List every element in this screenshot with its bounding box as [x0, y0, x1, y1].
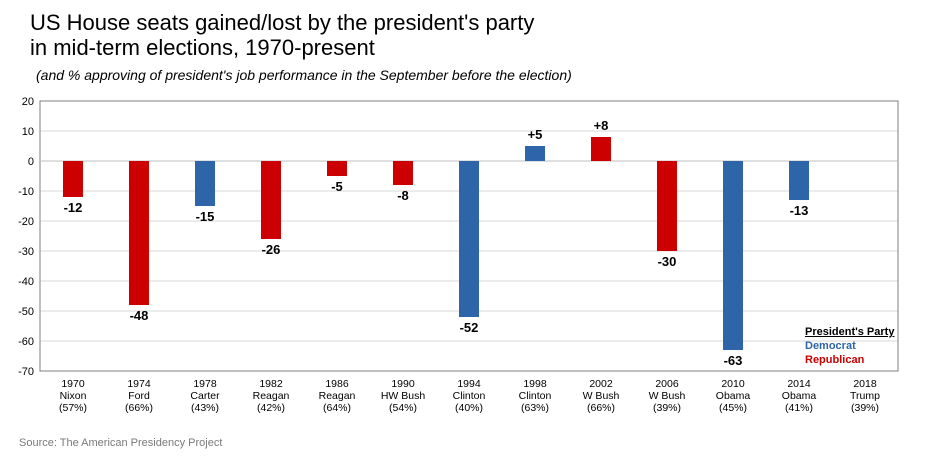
x-label-president: W Bush [583, 390, 620, 402]
y-tick-label: 10 [22, 126, 34, 138]
x-label-president: Nixon [60, 390, 87, 402]
data-label-1986: -5 [331, 179, 343, 194]
data-label-2002: +8 [594, 118, 609, 133]
y-tick-label: -40 [18, 276, 34, 288]
x-label-approval: (42%) [257, 402, 285, 414]
x-label-year: 1986 [325, 378, 349, 390]
data-label-1974: -48 [130, 308, 149, 323]
x-label-president: W Bush [649, 390, 686, 402]
x-label-year: 1970 [61, 378, 85, 390]
x-label-approval: (63%) [521, 402, 549, 414]
plot-border [39, 100, 899, 372]
y-tick-label: -50 [18, 306, 34, 318]
x-label-president: Clinton [519, 390, 552, 402]
x-label-year: 2002 [589, 378, 613, 390]
bar-1986 [327, 161, 347, 176]
title-line-1: US House seats gained/lost by the presid… [30, 10, 535, 35]
x-label-approval: (40%) [455, 402, 483, 414]
x-label-year: 2010 [721, 378, 745, 390]
x-label-president: HW Bush [381, 390, 426, 402]
x-label-approval: (66%) [587, 402, 615, 414]
x-label-year: 1998 [523, 378, 547, 390]
bar-2006 [657, 161, 677, 251]
x-label-president: Clinton [453, 390, 486, 402]
x-label-approval: (43%) [191, 402, 219, 414]
x-label-president: Reagan [319, 390, 356, 402]
x-label-president: Ford [128, 390, 150, 402]
data-label-2006: -30 [658, 254, 677, 269]
bar-2002 [591, 137, 611, 161]
bar-1970 [63, 161, 83, 197]
data-label-1970: -12 [64, 200, 83, 215]
x-label-president: Carter [190, 390, 220, 402]
bar-1994 [459, 161, 479, 317]
x-label-president: Trump [850, 390, 880, 402]
data-label-2010: -63 [724, 353, 743, 368]
x-label-year: 1990 [391, 378, 415, 390]
bar-1982 [261, 161, 281, 239]
x-label-year: 1974 [127, 378, 151, 390]
x-label-year: 2018 [853, 378, 877, 390]
legend-item-republican: Republican [805, 354, 865, 366]
bar-2014 [789, 161, 809, 200]
x-label-year: 1978 [193, 378, 217, 390]
y-tick-label: -20 [18, 216, 34, 228]
x-label-year: 1982 [259, 378, 283, 390]
x-label-approval: (41%) [785, 402, 813, 414]
y-tick-label: 20 [22, 96, 34, 108]
legend-item-democrat: Democrat [805, 340, 856, 352]
bar-1990 [393, 161, 413, 185]
y-tick-label: -10 [18, 186, 34, 198]
x-label-approval: (45%) [719, 402, 747, 414]
bar-1998 [525, 146, 545, 161]
y-tick-label: -60 [18, 336, 34, 348]
data-label-1998: +5 [528, 127, 543, 142]
data-label-1982: -26 [262, 242, 281, 257]
x-label-approval: (39%) [653, 402, 681, 414]
x-label-year: 2006 [655, 378, 679, 390]
x-label-approval: (66%) [125, 402, 153, 414]
x-label-approval: (64%) [323, 402, 351, 414]
title-line-2: in mid-term elections, 1970-present [30, 35, 375, 60]
data-label-1994: -52 [460, 320, 479, 335]
source-note: Source: The American Presidency Project [19, 437, 223, 449]
x-label-approval: (54%) [389, 402, 417, 414]
data-label-1978: -15 [196, 209, 215, 224]
bar-2010 [723, 161, 743, 350]
data-label-2014: -13 [790, 203, 809, 218]
x-label-approval: (57%) [59, 402, 87, 414]
bar-1978 [195, 161, 215, 206]
legend-heading: President's Party [805, 326, 895, 338]
data-label-1990: -8 [397, 188, 409, 203]
x-label-president: Reagan [253, 390, 290, 402]
x-label-year: 2014 [787, 378, 811, 390]
legend: President's Party Democrat Republican [805, 325, 894, 367]
y-tick-label: -70 [18, 366, 34, 378]
x-label-approval: (39%) [851, 402, 879, 414]
x-label-president: Obama [716, 390, 751, 402]
chart-subtitle: (and % approving of president's job perf… [36, 67, 572, 83]
bar-1974 [129, 161, 149, 305]
x-label-year: 1994 [457, 378, 481, 390]
y-tick-label: 0 [28, 156, 34, 168]
x-label-president: Obama [782, 390, 817, 402]
chart-title: US House seats gained/lost by the presid… [30, 10, 534, 60]
y-tick-label: -30 [18, 246, 34, 258]
